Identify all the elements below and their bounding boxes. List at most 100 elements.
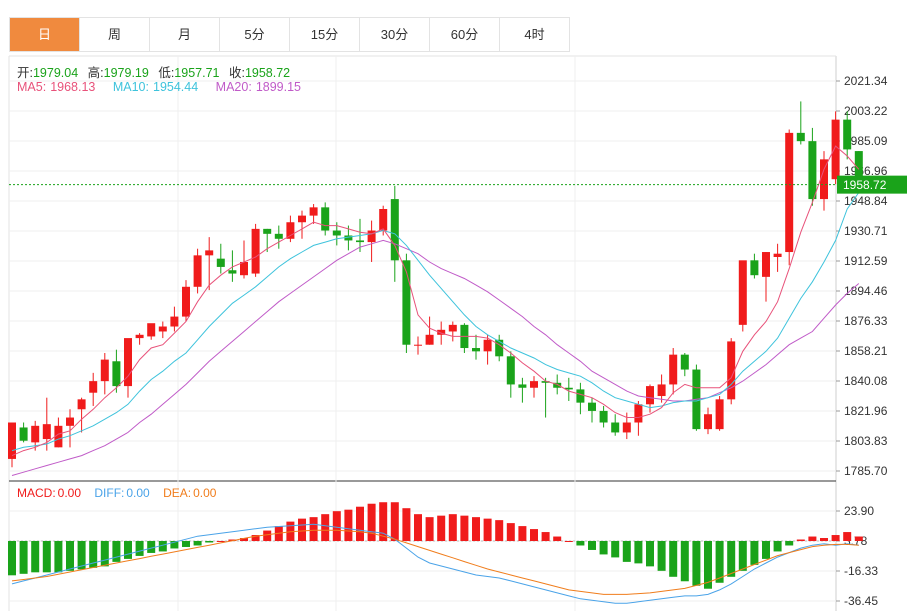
tab-week[interactable]: 周 bbox=[80, 18, 150, 51]
ma5-line bbox=[11, 145, 860, 457]
macd-label: MACD: bbox=[17, 486, 56, 500]
candle-body bbox=[553, 382, 562, 388]
macd-bar bbox=[588, 541, 596, 550]
candle-body bbox=[402, 260, 411, 345]
candle-body bbox=[669, 354, 678, 385]
macd-bar bbox=[147, 541, 156, 553]
candle-body bbox=[147, 323, 156, 337]
candle-body bbox=[762, 252, 770, 277]
candle-body bbox=[193, 255, 202, 287]
y-tick-label: 1840.08 bbox=[844, 374, 888, 388]
diff-value: 0.00 bbox=[126, 486, 150, 500]
macd-bar bbox=[448, 514, 457, 542]
y-tick-label: 1876.33 bbox=[844, 314, 888, 328]
macd-bar bbox=[263, 530, 272, 542]
macd-bar bbox=[240, 538, 248, 542]
ma10-label: MA10: bbox=[112, 80, 149, 94]
tab-4hour[interactable]: 4时 bbox=[500, 18, 570, 51]
macd-bar bbox=[495, 520, 504, 542]
macd-bar bbox=[680, 541, 689, 582]
diff-line bbox=[11, 523, 859, 604]
candle-body bbox=[704, 414, 712, 430]
candle-body bbox=[785, 132, 794, 253]
candle-body bbox=[100, 359, 109, 382]
candle-body bbox=[564, 387, 573, 390]
candle-body bbox=[390, 199, 399, 261]
macd-bar bbox=[182, 541, 190, 547]
tab-day[interactable]: 日 bbox=[10, 18, 80, 51]
macd-bar bbox=[309, 517, 318, 542]
candle-body bbox=[437, 329, 446, 335]
low-label: 低: bbox=[158, 66, 175, 80]
candle-body bbox=[530, 381, 538, 388]
candle-body bbox=[843, 119, 852, 150]
macd-bar bbox=[460, 515, 469, 542]
candle-body bbox=[518, 384, 527, 388]
candle-body bbox=[251, 228, 260, 274]
candle-body bbox=[425, 334, 434, 345]
candle-body bbox=[286, 222, 295, 239]
candle-body bbox=[495, 339, 504, 357]
macd-bar bbox=[158, 541, 167, 552]
macd-bar bbox=[506, 523, 515, 542]
candle-body bbox=[680, 354, 689, 370]
close-value: 1958.72 bbox=[244, 66, 291, 80]
macd-bar bbox=[298, 518, 306, 542]
macd-bar bbox=[193, 541, 202, 546]
macd-bar bbox=[820, 538, 828, 542]
candle-body bbox=[356, 240, 364, 243]
candle-body bbox=[228, 270, 237, 274]
macd-bar bbox=[553, 536, 562, 542]
macd-bar bbox=[472, 517, 480, 542]
tab-30min[interactable]: 30分 bbox=[360, 18, 430, 51]
macd-bar bbox=[564, 541, 573, 543]
candle-body bbox=[124, 338, 132, 387]
macd-info: MACD: 0.00 DIFF: 0.00 DEA: 0.00 bbox=[17, 486, 222, 500]
candle-body bbox=[646, 386, 654, 405]
y-tick-label: 1894.46 bbox=[844, 284, 888, 298]
candle-body bbox=[796, 132, 805, 142]
y-tick-label: 1930.71 bbox=[844, 224, 888, 238]
candle-body bbox=[634, 404, 643, 423]
candle-body bbox=[274, 233, 283, 239]
ma20-label: MA20: bbox=[215, 80, 252, 94]
macd-y-tick-label: -16.33 bbox=[844, 564, 878, 578]
macd-bar bbox=[646, 541, 654, 567]
candle-body bbox=[854, 151, 863, 185]
tab-15min[interactable]: 15分 bbox=[290, 18, 360, 51]
macd-bar bbox=[727, 541, 736, 577]
macd-bar bbox=[19, 541, 28, 574]
tab-month[interactable]: 月 bbox=[150, 18, 220, 51]
period-tabs: 日 周 月 5分 15分 30分 60分 4时 bbox=[9, 17, 570, 52]
open-label: 开: bbox=[17, 66, 33, 80]
dea-line bbox=[11, 529, 859, 595]
macd-bar bbox=[518, 526, 527, 542]
tab-5min[interactable]: 5分 bbox=[220, 18, 290, 51]
macd-bar bbox=[135, 541, 144, 556]
candle-body bbox=[89, 381, 98, 393]
candle-body bbox=[170, 316, 179, 327]
macd-bar bbox=[634, 541, 643, 564]
tab-60min[interactable]: 60分 bbox=[430, 18, 500, 51]
candle-body bbox=[158, 326, 167, 332]
macd-bar bbox=[8, 541, 16, 576]
high-label: 高: bbox=[87, 66, 104, 80]
macd-bar bbox=[622, 541, 631, 562]
candle-body bbox=[727, 341, 736, 400]
candle-body bbox=[657, 384, 666, 397]
candle-body bbox=[19, 427, 28, 441]
macd-bar bbox=[854, 536, 863, 542]
candle-body bbox=[77, 399, 86, 410]
candle-body bbox=[738, 260, 747, 325]
macd-bar bbox=[100, 541, 109, 567]
ma5-value: 1968.13 bbox=[50, 80, 96, 94]
macd-bar bbox=[170, 541, 179, 549]
macd-bar bbox=[773, 541, 782, 552]
candle-body bbox=[750, 260, 759, 276]
macd-bar bbox=[831, 535, 840, 542]
macd-bar bbox=[205, 541, 214, 543]
y-tick-label: 1985.09 bbox=[844, 134, 888, 148]
y-tick-label: 1821.96 bbox=[844, 404, 888, 418]
ma10-line bbox=[11, 192, 860, 452]
